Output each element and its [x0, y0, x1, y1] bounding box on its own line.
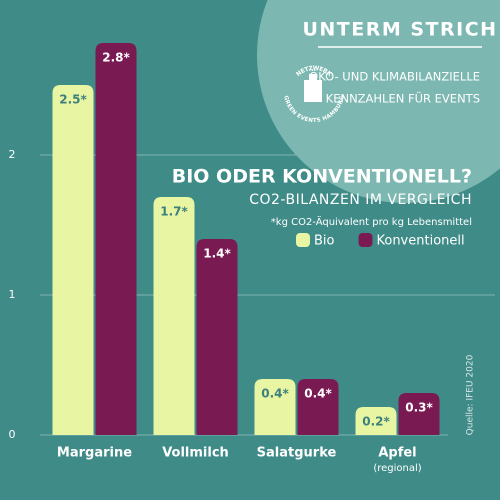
legend-swatch — [358, 233, 373, 247]
chart-title: BIO ODER KONVENTIONELL? — [172, 166, 472, 188]
header-circle — [257, 0, 500, 203]
logo-emblem — [309, 74, 317, 82]
y-tick-label: 0 — [9, 428, 16, 441]
x-tick-label: Apfel — [378, 446, 416, 461]
legend-label: Bio — [314, 234, 335, 249]
legend-label: Konventionell — [376, 234, 464, 249]
x-tick-label: Margarine — [57, 446, 132, 461]
value-label: 0.3* — [405, 401, 433, 415]
chart-note: *kg CO2-Äquivalent pro kg Lebensmittel — [271, 215, 472, 228]
bar — [52, 85, 94, 435]
x-tick-note: (regional) — [373, 463, 421, 474]
legend-swatch — [296, 233, 310, 247]
header-title: UNTERM STRICH — [302, 19, 497, 41]
value-label: 1.4* — [203, 247, 231, 261]
value-label: 2.8* — [102, 51, 130, 65]
value-label: 1.7* — [160, 205, 188, 219]
bar — [297, 379, 339, 435]
bar — [398, 393, 440, 435]
y-tick-label: 2 — [9, 148, 16, 161]
value-label: 0.4* — [304, 387, 332, 401]
y-tick-label: 1 — [9, 288, 16, 301]
x-tick-label: Vollmilch — [162, 446, 229, 461]
bar — [196, 239, 238, 435]
bar — [254, 379, 296, 435]
x-tick-label: Salatgurke — [257, 446, 337, 461]
header-line: ÖKO- UND KLIMABILANZIELLE — [309, 68, 480, 84]
chart-subtitle: CO2-BILANZEN IM VERGLEICH — [249, 192, 472, 208]
value-label: 0.2* — [362, 415, 390, 429]
source: Quelle: IFEU 2020 — [466, 354, 476, 435]
bar — [355, 407, 397, 435]
value-label: 2.5* — [59, 93, 87, 107]
header-line: KENNZAHLEN FÜR EVENTS — [326, 90, 480, 106]
value-label: 0.4* — [261, 387, 289, 401]
bar — [95, 43, 137, 435]
bar — [153, 197, 195, 435]
logo-emblem — [304, 80, 322, 102]
